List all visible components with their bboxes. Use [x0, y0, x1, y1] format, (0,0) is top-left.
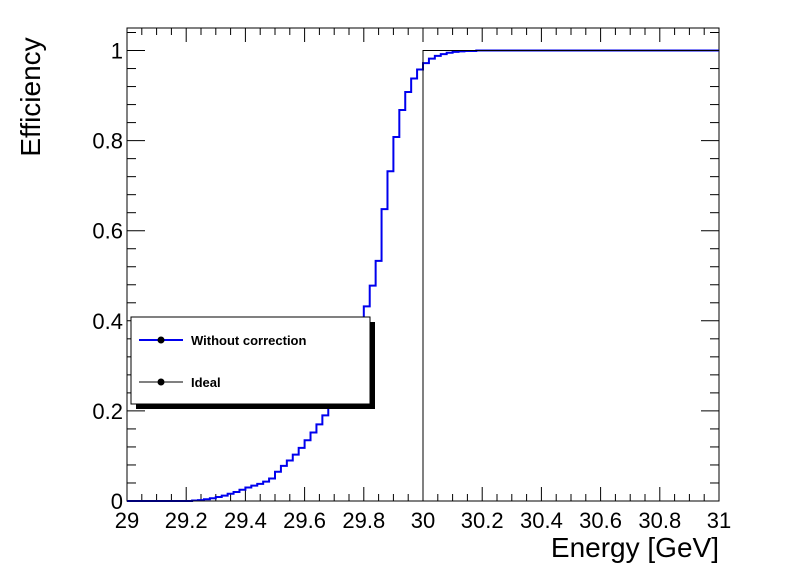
x-tick-label: 30.2	[461, 508, 504, 533]
x-tick-label: 30.8	[638, 508, 681, 533]
x-axis-title: Energy [GeV]	[551, 532, 719, 563]
y-tick-label: 0.2	[92, 399, 123, 424]
y-tick-label: 0	[111, 489, 123, 514]
legend-marker	[157, 336, 165, 344]
legend-label: Without correction	[191, 333, 306, 348]
x-tick-label: 29.6	[283, 508, 326, 533]
x-tick-label: 30	[411, 508, 435, 533]
x-tick-label: 29	[115, 508, 139, 533]
legend-box	[130, 316, 371, 405]
x-tick-label: 30.6	[579, 508, 622, 533]
y-tick-label: 0.4	[92, 309, 123, 334]
x-tick-label: 30.4	[520, 508, 563, 533]
x-tick-label: 29.4	[224, 508, 267, 533]
legend-marker	[157, 378, 165, 386]
x-tick-label: 31	[707, 508, 731, 533]
y-tick-label: 1	[111, 39, 123, 64]
series-group	[127, 49, 719, 502]
axes: 29 29.2 29.4 29.6 29.8 30 30.2 30.4 30.6 30.8 31 0 0…	[92, 27, 731, 533]
y-axis-title: Efficiency	[15, 37, 46, 156]
x-tick-label: 29.8	[342, 508, 385, 533]
series-ideal	[127, 50, 719, 502]
y-tick-label: 0.6	[92, 219, 123, 244]
y-tick-label: 0.8	[92, 129, 123, 154]
x-tick-label: 29.2	[165, 508, 208, 533]
legend-label: Ideal	[191, 375, 221, 390]
legend: Without correction Ideal	[130, 316, 375, 409]
